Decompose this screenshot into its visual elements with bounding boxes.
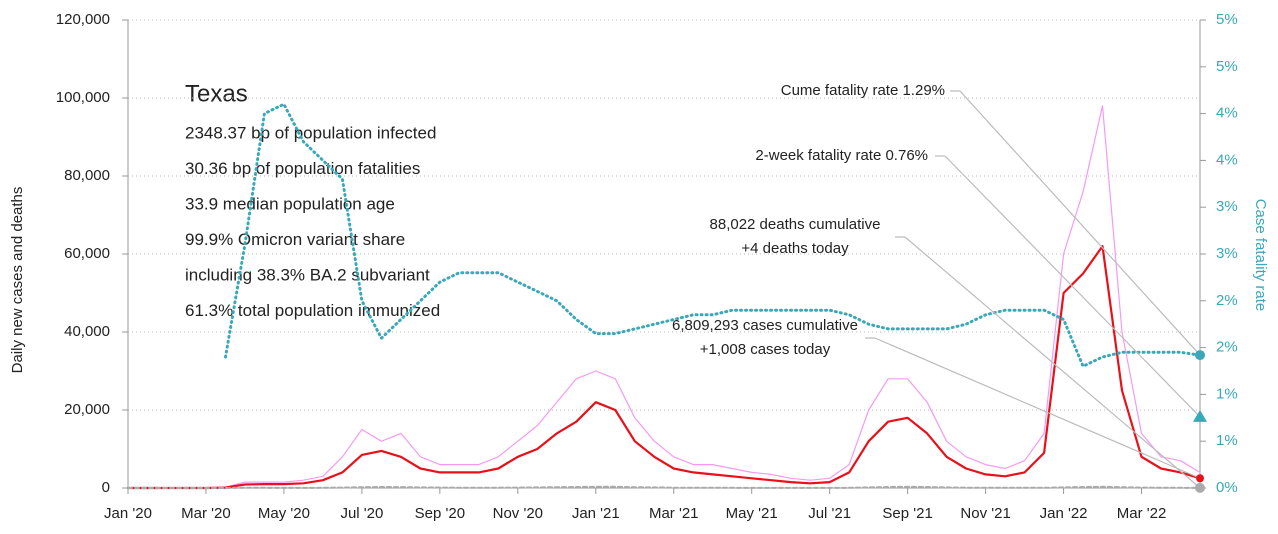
y2-tick-label: 1% [1216,385,1238,402]
info-line: 99.9% Omicron variant share [185,230,405,249]
annotation: Cume fatality rate 1.29% [781,82,945,99]
annotation: +1,008 cases today [700,341,831,358]
y2-tick-label: 5% [1216,11,1238,28]
y2-tick-label: 3% [1216,198,1238,215]
x-tick-label: Nov '21 [960,505,1010,522]
y-tick-label: 100,000 [56,89,110,106]
annotation: 6,809,293 cases cumulative [672,317,858,334]
y2-tick-label: 3% [1216,245,1238,262]
info-line: 30.36 bp of population fatalities [185,159,420,178]
x-tick-label: Nov '20 [493,505,543,522]
x-tick-label: Jan '21 [572,505,620,522]
y2-tick-label: 0% [1216,479,1238,496]
info-title: Texas [185,80,248,107]
info-line: 2348.37 bp of population infected [185,123,436,142]
annotation: 2-week fatality rate 0.76% [755,147,928,164]
annotation: +4 deaths today [741,240,849,257]
info-line: including 38.3% BA.2 subvariant [185,265,430,284]
cases-end-marker [1196,474,1204,483]
x-tick-label: May '20 [258,505,310,522]
leader-line [959,90,1201,356]
info-line: 61.3% total population immunized [185,301,440,320]
x-tick-label: Sep '21 [882,505,932,522]
leader-line [904,236,1201,489]
x-tick-label: Jan '20 [104,505,152,522]
x-tick-label: Mar '22 [1117,505,1167,522]
rate-end-marker [1195,350,1205,361]
info-line: 33.9 median population age [185,194,395,213]
x-tick-label: May '21 [726,505,778,522]
y-tick-label: 20,000 [64,401,110,418]
x-tick-label: Jul '21 [808,505,851,522]
series-line [126,245,1202,490]
y-tick-label: 80,000 [64,167,110,184]
leader-line [874,337,1201,479]
y2-tick-label: 4% [1216,151,1238,168]
y2-tick-label: 4% [1216,105,1238,122]
y-tick-label: 40,000 [64,323,110,340]
two-week-rate-marker [1193,409,1207,422]
x-tick-label: Sep '20 [415,505,465,522]
y-tick-label: 120,000 [56,11,110,28]
y2-tick-label: 1% [1216,432,1238,449]
y2-axis-label: Case fatality rate [1252,199,1269,312]
y2-tick-label: 2% [1216,292,1238,309]
x-tick-label: Jan '22 [1040,505,1088,522]
deaths-end-marker [1195,482,1205,493]
annotation: 88,022 deaths cumulative [710,216,881,233]
y2-tick-label: 2% [1216,339,1238,356]
x-tick-label: Mar '21 [649,505,699,522]
x-tick-label: Jul '20 [340,505,383,522]
y-axis-label: Daily new cases and deaths [9,187,26,374]
leader-line [944,155,1201,418]
series-line [127,485,1201,489]
y-tick-label: 60,000 [64,245,110,262]
series-line [224,102,1202,368]
x-tick-label: Mar '20 [181,505,231,522]
series-line [127,105,1201,489]
y-tick-label: 0 [102,479,110,496]
y2-tick-label: 5% [1216,58,1238,75]
